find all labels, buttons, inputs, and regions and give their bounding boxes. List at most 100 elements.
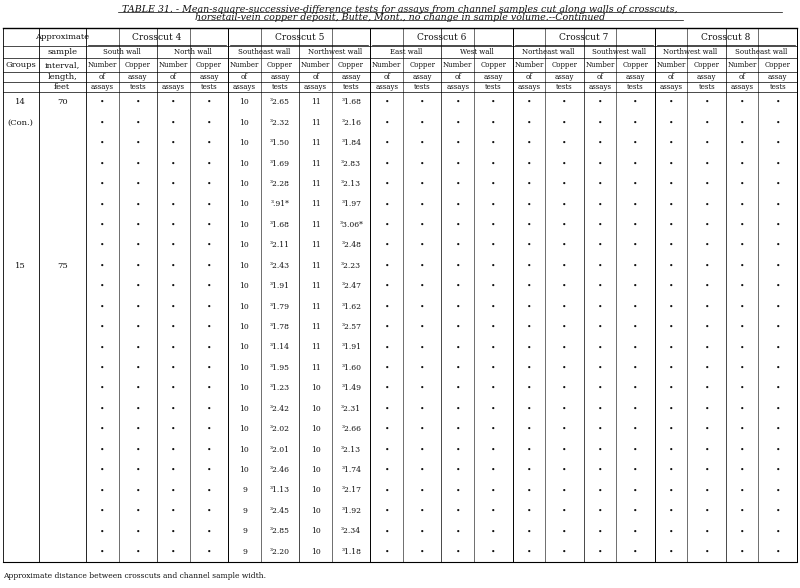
- Text: •: •: [775, 405, 780, 413]
- Text: 14: 14: [15, 98, 26, 106]
- Text: 11: 11: [310, 98, 321, 106]
- Text: •: •: [135, 486, 140, 495]
- Text: •: •: [704, 405, 709, 413]
- Text: •: •: [562, 405, 566, 413]
- Text: •: •: [420, 180, 425, 188]
- Text: •: •: [206, 98, 211, 106]
- Text: 10: 10: [239, 364, 250, 372]
- Text: of: of: [454, 73, 462, 81]
- Text: •: •: [704, 262, 709, 270]
- Text: •: •: [704, 343, 709, 352]
- Text: •: •: [455, 139, 460, 147]
- Text: •: •: [455, 262, 460, 270]
- Text: assay: assay: [128, 73, 147, 81]
- Text: •: •: [669, 180, 674, 188]
- Text: •: •: [100, 385, 105, 392]
- Text: •: •: [385, 159, 389, 168]
- Text: 11: 11: [310, 241, 321, 249]
- Text: tests: tests: [130, 83, 146, 91]
- Text: ³2.46: ³2.46: [270, 466, 290, 474]
- Text: •: •: [634, 201, 638, 208]
- Text: tests: tests: [272, 83, 288, 91]
- Text: •: •: [740, 201, 745, 208]
- Text: •: •: [526, 303, 531, 310]
- Text: •: •: [634, 262, 638, 270]
- Text: •: •: [634, 364, 638, 372]
- Text: •: •: [420, 527, 425, 535]
- Text: assays: assays: [162, 83, 185, 91]
- Text: •: •: [740, 98, 745, 106]
- Text: •: •: [704, 446, 709, 453]
- Text: •: •: [775, 180, 780, 188]
- Text: 11: 11: [310, 343, 321, 352]
- Text: •: •: [634, 466, 638, 474]
- Text: •: •: [206, 527, 211, 535]
- Text: •: •: [491, 466, 495, 474]
- Text: •: •: [455, 466, 460, 474]
- Text: 10: 10: [239, 425, 250, 433]
- Text: •: •: [740, 527, 745, 535]
- Text: Approximate: Approximate: [35, 33, 90, 41]
- Text: •: •: [704, 98, 709, 106]
- Text: •: •: [491, 119, 495, 126]
- Text: •: •: [669, 262, 674, 270]
- Text: •: •: [634, 221, 638, 229]
- Text: •: •: [704, 507, 709, 515]
- Text: ³2.31: ³2.31: [341, 405, 361, 413]
- Text: assay: assay: [554, 73, 574, 81]
- Text: •: •: [491, 548, 495, 556]
- Text: •: •: [775, 98, 780, 106]
- Text: ³2.45: ³2.45: [270, 507, 290, 515]
- Text: assay: assay: [626, 73, 646, 81]
- Text: •: •: [775, 343, 780, 352]
- Text: 11: 11: [310, 221, 321, 229]
- Text: •: •: [171, 241, 176, 249]
- Text: 10: 10: [239, 446, 250, 453]
- Text: •: •: [775, 364, 780, 372]
- Text: assays: assays: [90, 83, 114, 91]
- Text: Number: Number: [372, 61, 402, 69]
- Text: •: •: [206, 241, 211, 249]
- Text: •: •: [455, 201, 460, 208]
- Text: assays: assays: [304, 83, 327, 91]
- Text: •: •: [420, 303, 425, 310]
- Text: 10: 10: [310, 466, 321, 474]
- Text: •: •: [100, 527, 105, 535]
- Text: •: •: [171, 425, 176, 433]
- Text: •: •: [634, 241, 638, 249]
- Text: •: •: [171, 119, 176, 126]
- Text: ³3.06*: ³3.06*: [339, 221, 363, 229]
- Text: 10: 10: [310, 425, 321, 433]
- Text: ³2.28: ³2.28: [270, 180, 290, 188]
- Text: •: •: [704, 486, 709, 495]
- Text: ³1.91: ³1.91: [270, 282, 290, 290]
- Text: •: •: [598, 466, 602, 474]
- Text: of: of: [526, 73, 532, 81]
- Text: •: •: [100, 241, 105, 249]
- Text: •: •: [171, 139, 176, 147]
- Text: ³1.69: ³1.69: [270, 159, 290, 168]
- Text: •: •: [526, 221, 531, 229]
- Text: •: •: [562, 221, 566, 229]
- Text: •: •: [704, 159, 709, 168]
- Text: •: •: [740, 507, 745, 515]
- Text: •: •: [135, 466, 140, 474]
- Text: •: •: [171, 466, 176, 474]
- Text: assay: assay: [342, 73, 361, 81]
- Text: •: •: [206, 201, 211, 208]
- Text: 10: 10: [239, 303, 250, 310]
- Text: Copper: Copper: [267, 61, 293, 69]
- Text: •: •: [491, 323, 495, 331]
- Text: •: •: [562, 303, 566, 310]
- Text: •: •: [669, 282, 674, 290]
- Text: •: •: [455, 486, 460, 495]
- Text: •: •: [385, 323, 389, 331]
- Text: •: •: [420, 282, 425, 290]
- Text: •: •: [740, 119, 745, 126]
- Text: •: •: [135, 364, 140, 372]
- Text: Number: Number: [158, 61, 188, 69]
- Text: •: •: [634, 385, 638, 392]
- Text: •: •: [526, 119, 531, 126]
- Text: •: •: [385, 139, 389, 147]
- Text: ³1.91: ³1.91: [341, 343, 361, 352]
